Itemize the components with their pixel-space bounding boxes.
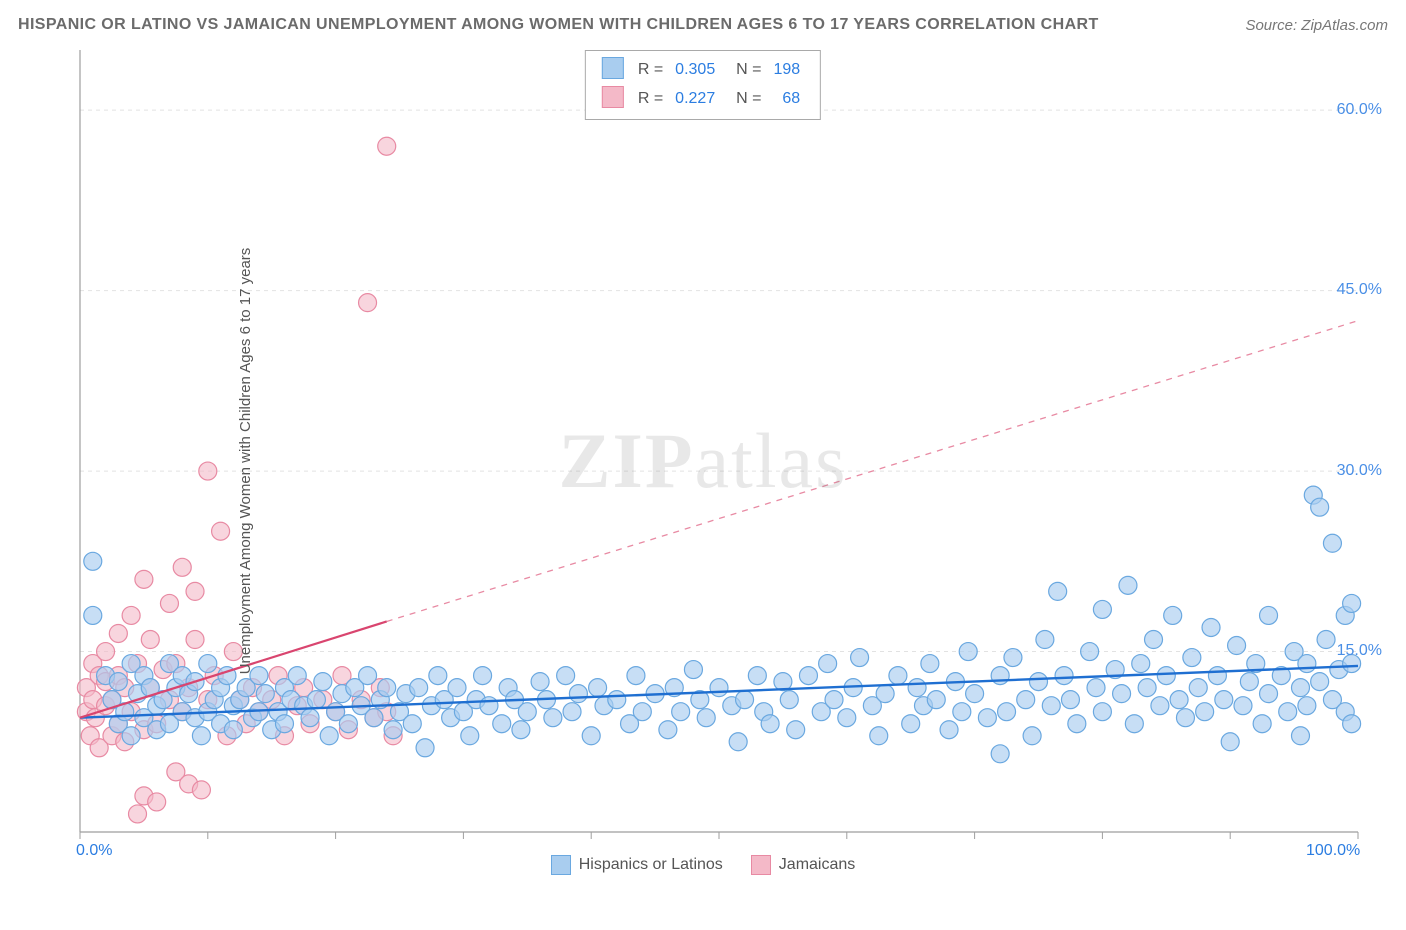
bottom-legend-item: Jamaicans [751, 855, 855, 875]
scatter-plot [18, 42, 1388, 854]
legend-r-label: R = [632, 56, 669, 85]
legend-swatch [602, 57, 624, 79]
y-tick-label: 45.0% [1337, 281, 1382, 299]
chart-title: HISPANIC OR LATINO VS JAMAICAN UNEMPLOYM… [18, 12, 1099, 38]
source-label: Source: ZipAtlas.com [1245, 17, 1388, 38]
legend-swatch [551, 855, 571, 875]
legend-label: Hispanics or Latinos [579, 856, 723, 874]
bottom-legend-item: Hispanics or Latinos [551, 855, 723, 875]
chart-area: Unemployment Among Women with Children A… [18, 42, 1388, 880]
legend-swatch [751, 855, 771, 875]
y-tick-label: 60.0% [1337, 101, 1382, 119]
trend-jamaicans-dash [387, 320, 1358, 621]
legend-n-value: 198 [767, 56, 806, 85]
legend-n-label: N = [721, 85, 767, 114]
bottom-legend: Hispanics or Latinos Jamaicans [18, 855, 1388, 880]
legend-r-value: 0.227 [669, 85, 721, 114]
y-tick-label: 15.0% [1337, 642, 1382, 660]
legend-r-label: R = [632, 85, 669, 114]
stats-legend: R =0.305 N =198R =0.227 N =68 [585, 50, 821, 120]
stats-row-hispanics: R =0.305 N =198 [596, 56, 806, 85]
legend-n-value: 68 [767, 85, 806, 114]
y-axis-title: Unemployment Among Women with Children A… [237, 247, 254, 674]
legend-label: Jamaicans [779, 856, 855, 874]
y-tick-label: 30.0% [1337, 462, 1382, 480]
stats-row-jamaicans: R =0.227 N =68 [596, 85, 806, 114]
legend-n-label: N = [721, 56, 767, 85]
legend-swatch [602, 86, 624, 108]
legend-r-value: 0.305 [669, 56, 721, 85]
series-hispanics [84, 486, 1361, 763]
